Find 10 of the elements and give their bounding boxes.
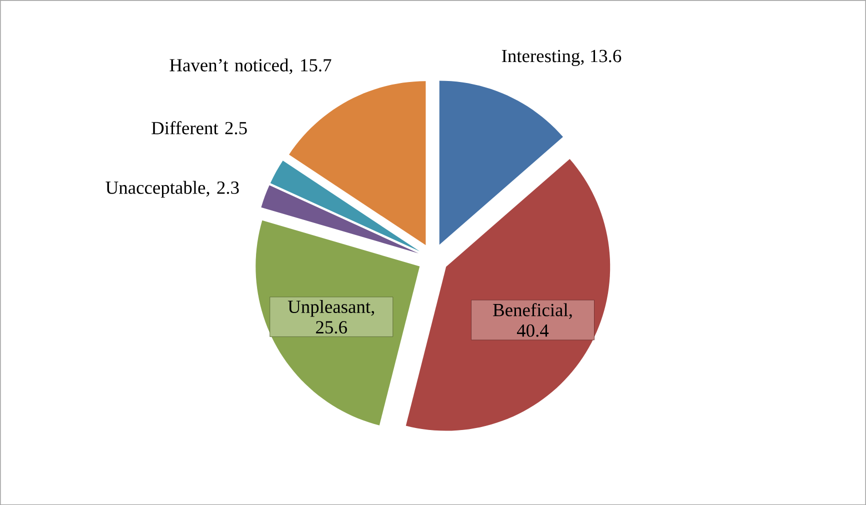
slice-label: Haven’t noticed (170, 58, 289, 72)
slice-label: Interesting (502, 50, 580, 66)
slice-label: Unacceptable (106, 180, 206, 198)
data-label: 2.5 (225, 122, 247, 134)
data-label: , 15.7 (289, 59, 332, 74)
slice-label: Beneficial (493, 303, 568, 316)
data-label: , 13.6 (580, 50, 622, 65)
data-label: , 2.3 (206, 181, 239, 197)
slice-label: Different (152, 121, 218, 134)
slice-label: Unpleasant (288, 300, 370, 317)
